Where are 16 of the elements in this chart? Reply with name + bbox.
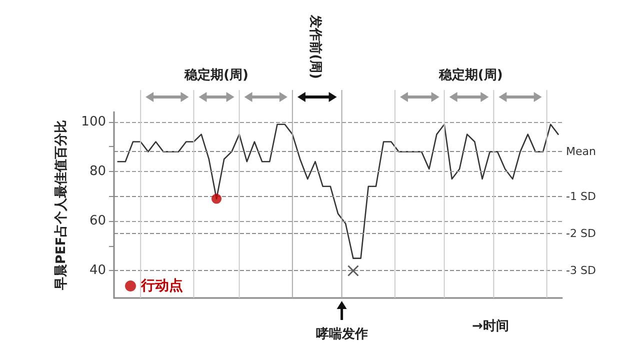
x-axis-title: →时间 — [472, 319, 509, 334]
ref-line-label: -3 SD — [566, 264, 596, 278]
y-tick-label: 80 — [89, 164, 106, 180]
text: 稳定期(周) — [438, 67, 503, 83]
y-axis-title: 早晨PEF占个人最佳值百分比 — [54, 120, 69, 292]
legend-label: 行动点 — [140, 278, 183, 294]
y-tick-label: 40 — [89, 263, 106, 278]
y-tick-label: 60 — [89, 214, 106, 229]
line-series — [117, 124, 559, 259]
text: 稳定期(周) — [184, 67, 248, 83]
text: 哮喘发作 — [316, 327, 368, 342]
ref-line-label: -1 SD — [566, 190, 596, 203]
ref-line-label: Mean — [566, 145, 596, 158]
y-tick-label: 100 — [81, 114, 106, 130]
ref-line-label: -2 SD — [566, 227, 596, 240]
text: 发作前(周) — [308, 14, 323, 79]
